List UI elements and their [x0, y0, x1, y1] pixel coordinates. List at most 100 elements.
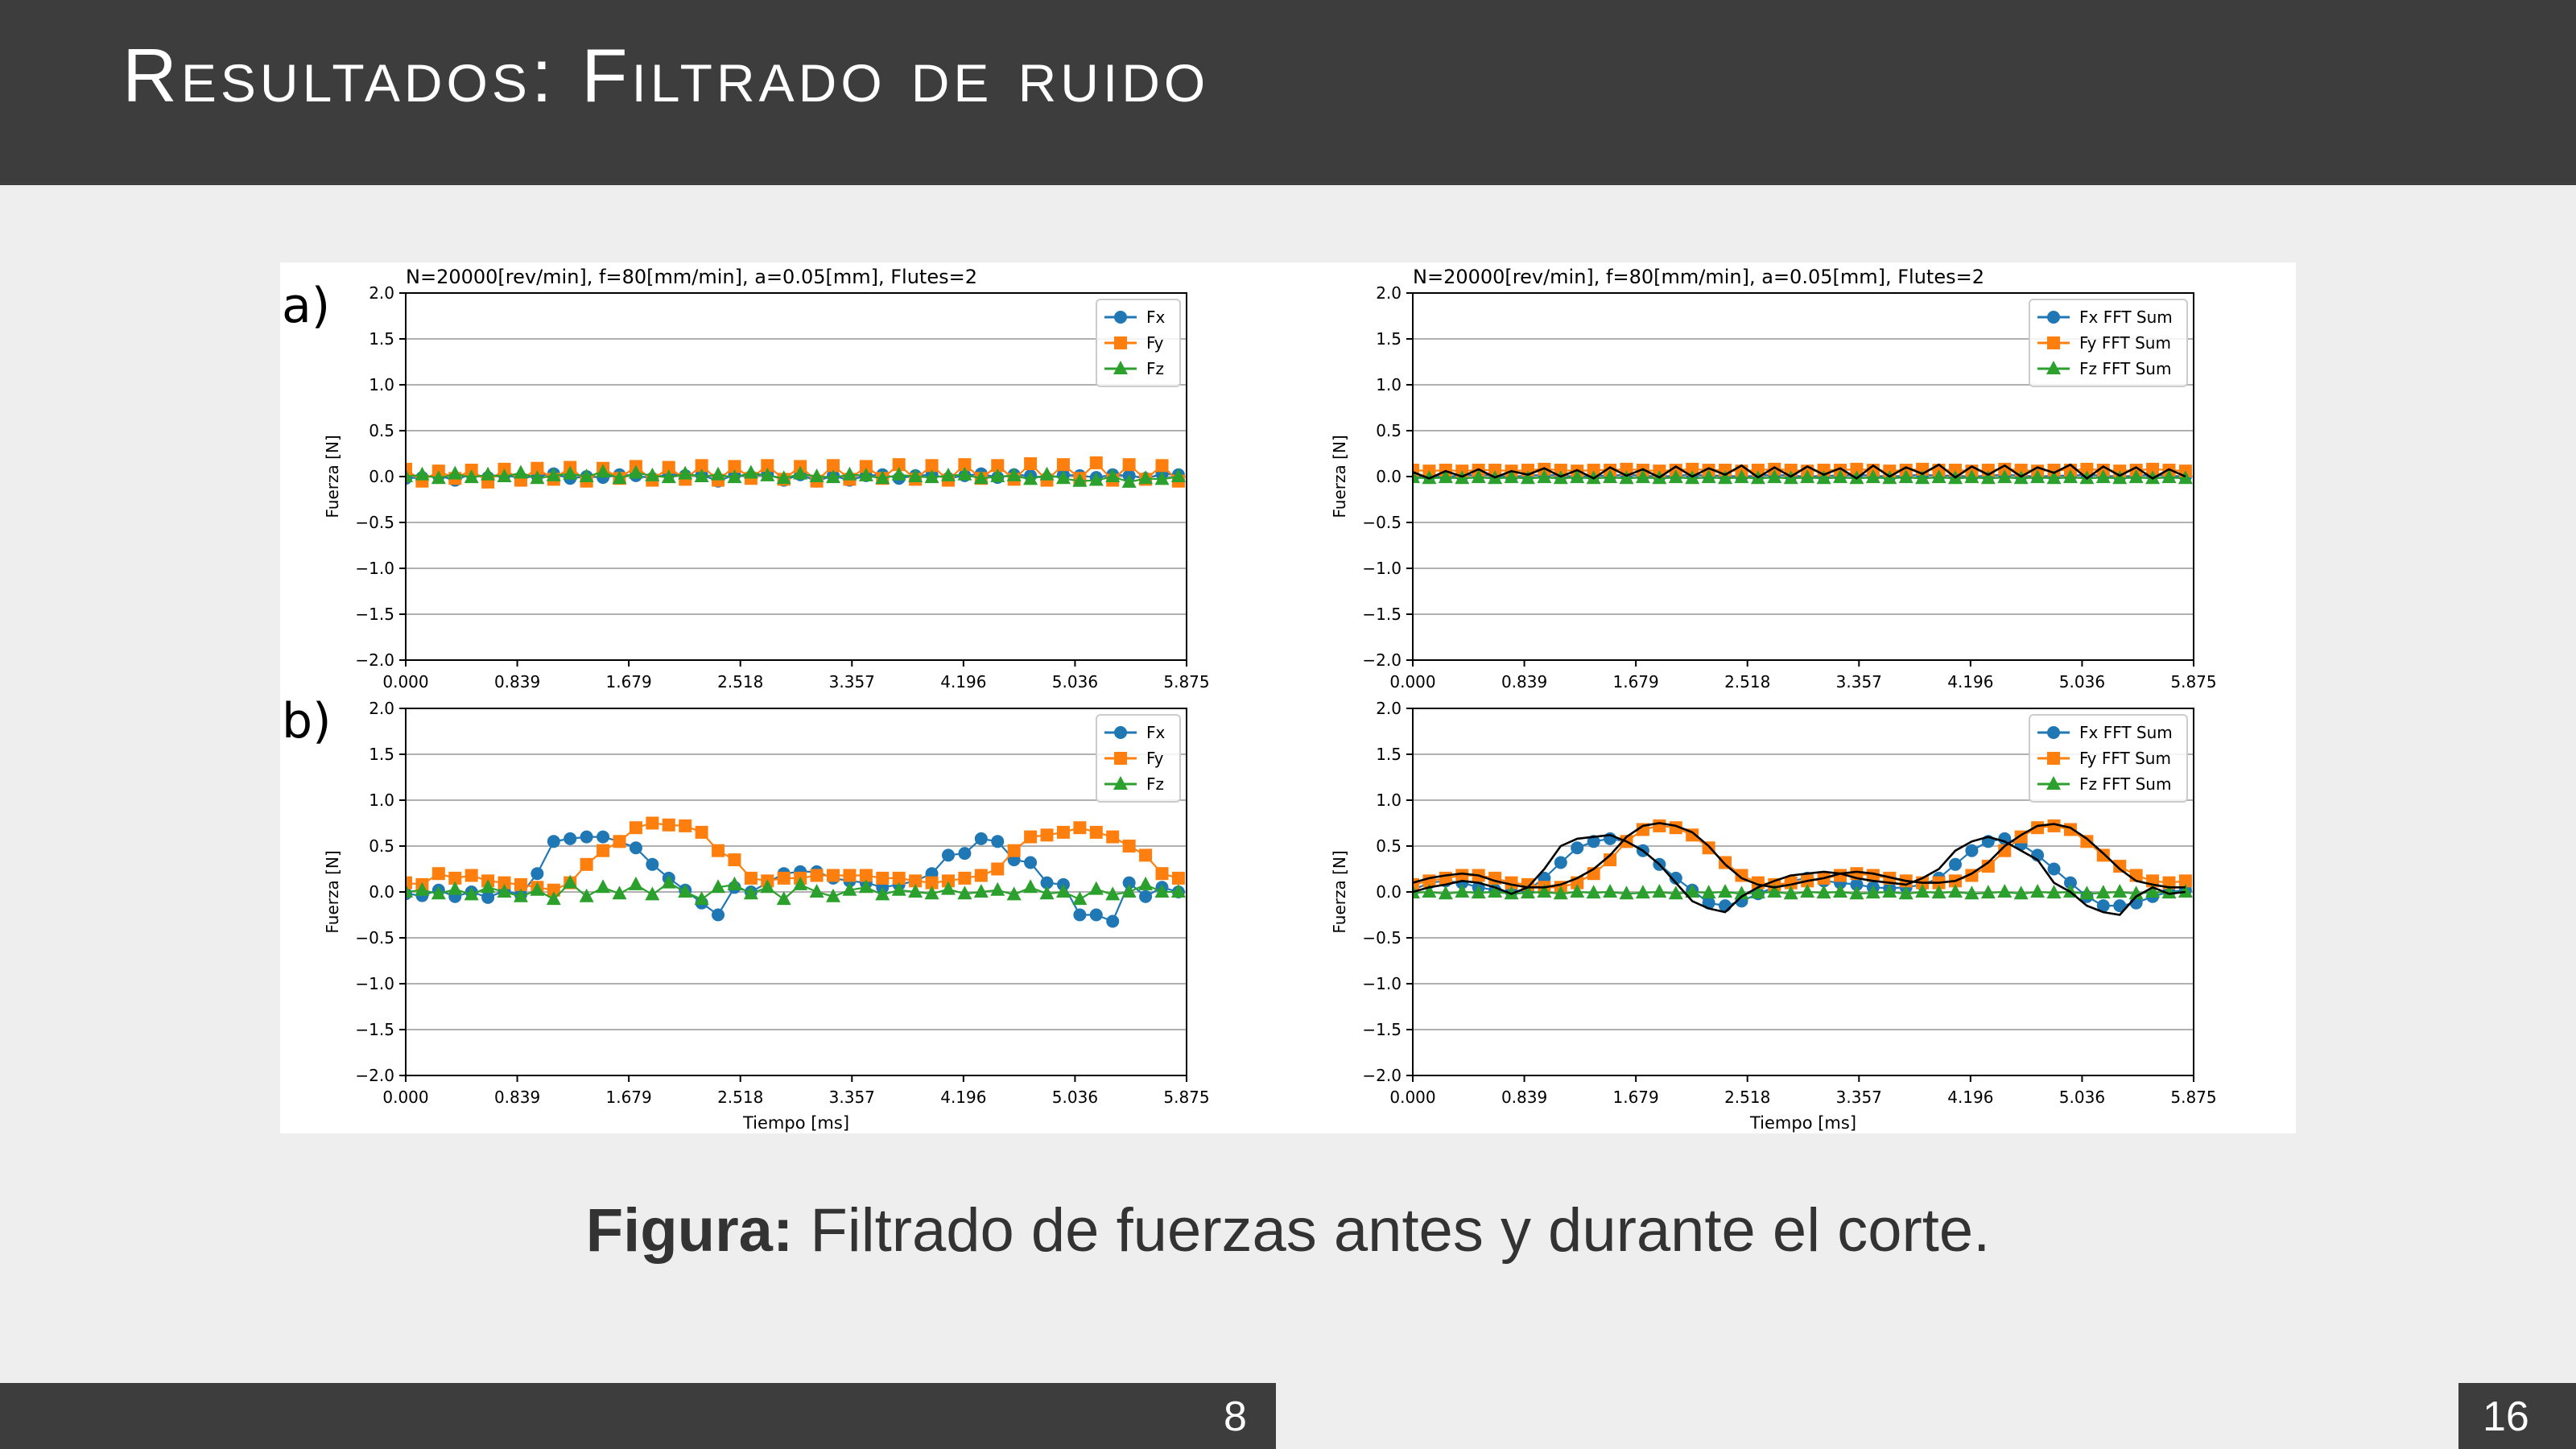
data-point-fy-fft-sum: [2096, 848, 2110, 862]
data-point-fz-fft-sum: [1931, 469, 1946, 484]
legend-label: Fy FFT Sum: [2079, 333, 2171, 353]
legend: Fx FFT Sum Fy FFT Sum Fz FFT Sum: [2029, 714, 2188, 803]
data-point-fz-fft-sum: [1849, 886, 1864, 900]
data-point-fz-fft-sum: [1668, 886, 1683, 900]
data-point-fy-fft-sum: [2080, 462, 2094, 476]
data-point-fx-fft-sum: [2113, 899, 2127, 913]
y-tick-label: −0.5: [355, 513, 394, 532]
data-point-fy: [695, 825, 708, 839]
data-point-fy: [909, 874, 923, 888]
data-point-fy: [827, 459, 840, 473]
footer-bar: 8: [0, 1383, 1276, 1449]
data-point-fz-fft-sum: [1915, 884, 1930, 898]
y-tick-label: −2.0: [1362, 650, 1402, 670]
data-point-fy-fft-sum: [2178, 874, 2192, 888]
y-tick-label: 0.0: [1376, 467, 1402, 486]
data-point-fz-fft-sum: [2062, 469, 2078, 484]
data-point-fy: [859, 869, 873, 882]
data-point-fy: [1024, 830, 1038, 844]
data-point-fz-fft-sum: [2112, 470, 2128, 485]
x-tick-label: 5.875: [2170, 672, 2216, 691]
data-point-fz-fft-sum: [1488, 884, 1503, 898]
data-point-fz: [1088, 881, 1104, 895]
y-tick-label: 1.5: [369, 329, 394, 349]
data-point-fz: [727, 469, 742, 484]
data-point-fz-fft-sum: [1980, 470, 1996, 485]
data-point-fx: [564, 832, 577, 845]
data-point-fy: [1040, 828, 1054, 842]
x-tick-label: 4.196: [1947, 672, 1993, 691]
data-point-fz-fft-sum: [2030, 469, 2046, 484]
data-point-fz: [990, 881, 1005, 896]
x-tick-label: 3.357: [829, 1088, 875, 1107]
data-point-fz-fft-sum: [1570, 884, 1585, 898]
data-point-fz-fft-sum: [1964, 886, 1979, 900]
data-point-fx: [597, 830, 610, 844]
x-tick-label: 4.196: [1947, 1088, 1993, 1107]
data-point-fz-fft-sum: [1422, 470, 1437, 485]
x-tick-label: 4.196: [940, 672, 986, 691]
data-point-fz-fft-sum: [1619, 886, 1634, 900]
legend-label: Fy: [1146, 333, 1164, 353]
data-point-fy-fft-sum: [1686, 462, 1699, 476]
x-axis-label: Tiempo [ms]: [742, 1113, 849, 1133]
data-point-fz: [431, 886, 446, 900]
data-point-fz-fft-sum: [1783, 886, 1798, 900]
data-point-fz: [415, 466, 430, 481]
data-point-fz-fft-sum: [2161, 469, 2177, 484]
data-point-fy-fft-sum: [2047, 464, 2061, 477]
data-point-fz: [628, 876, 643, 890]
data-point-fz-fft-sum: [2046, 470, 2062, 485]
x-tick-label: 5.875: [1163, 1088, 1209, 1107]
y-tick-label: 0.0: [1376, 882, 1402, 902]
data-point-fy: [1122, 458, 1136, 472]
data-point-fz: [661, 469, 676, 484]
legend-label: Fx FFT Sum: [2079, 308, 2173, 327]
data-point-fz: [793, 465, 808, 480]
caption-text: Filtrado de fuerzas antes y durante el c…: [793, 1196, 1991, 1265]
legend-label: Fz: [1146, 774, 1164, 794]
data-point-fz: [858, 879, 873, 894]
data-point-fz: [891, 881, 906, 896]
plot-frame: [405, 708, 1187, 1076]
y-tick-label: −1.5: [355, 605, 394, 624]
data-point-fy: [1122, 840, 1136, 852]
data-point-fz-fft-sum: [1553, 886, 1568, 900]
data-point-fy-fft-sum: [1413, 877, 1419, 891]
data-point-fz-fft-sum: [1898, 886, 1913, 900]
data-point-fz: [940, 881, 956, 895]
data-point-fz-fft-sum: [1438, 886, 1453, 900]
data-point-fz: [1039, 886, 1055, 900]
data-point-fz-fft-sum: [1520, 470, 1535, 485]
data-point-fz: [826, 888, 841, 902]
data-point-fz: [1072, 891, 1088, 906]
data-point-fy: [530, 461, 544, 475]
legend-swatch-marker: [2047, 752, 2060, 765]
data-point-fz: [1023, 471, 1038, 485]
data-point-fz-fft-sum: [2013, 886, 2029, 900]
data-point-fy-fft-sum: [1413, 464, 1419, 477]
data-point-fy: [629, 821, 642, 835]
slide-title: Resultados: Filtrado de ruido: [122, 33, 1210, 118]
data-point-fz: [530, 881, 545, 896]
data-point-fz: [579, 888, 594, 902]
data-point-fz-fft-sum: [1504, 469, 1519, 484]
legend-swatch-marker: [2047, 726, 2060, 739]
data-point-fz-fft-sum: [1882, 884, 1897, 898]
data-point-fy: [991, 459, 1005, 473]
series-line-filtered: [1413, 463, 2186, 480]
plot-area: [406, 456, 1186, 489]
data-point-fz-fft-sum: [1471, 885, 1486, 899]
data-point-fx-fft-sum: [1571, 841, 1584, 855]
data-point-fz-fft-sum: [1964, 469, 1979, 484]
data-point-fz-fft-sum: [1701, 469, 1716, 484]
data-point-fy-fft-sum: [1587, 464, 1600, 477]
data-point-fz: [1121, 473, 1137, 488]
data-point-fz-fft-sum: [1800, 884, 1815, 898]
data-point-fz: [579, 469, 594, 482]
data-point-fz-fft-sum: [1504, 886, 1519, 900]
data-point-fy: [1073, 821, 1087, 835]
x-tick-label: 0.839: [1501, 1088, 1547, 1107]
data-point-fz: [842, 466, 857, 481]
x-tick-label: 1.679: [606, 672, 652, 691]
